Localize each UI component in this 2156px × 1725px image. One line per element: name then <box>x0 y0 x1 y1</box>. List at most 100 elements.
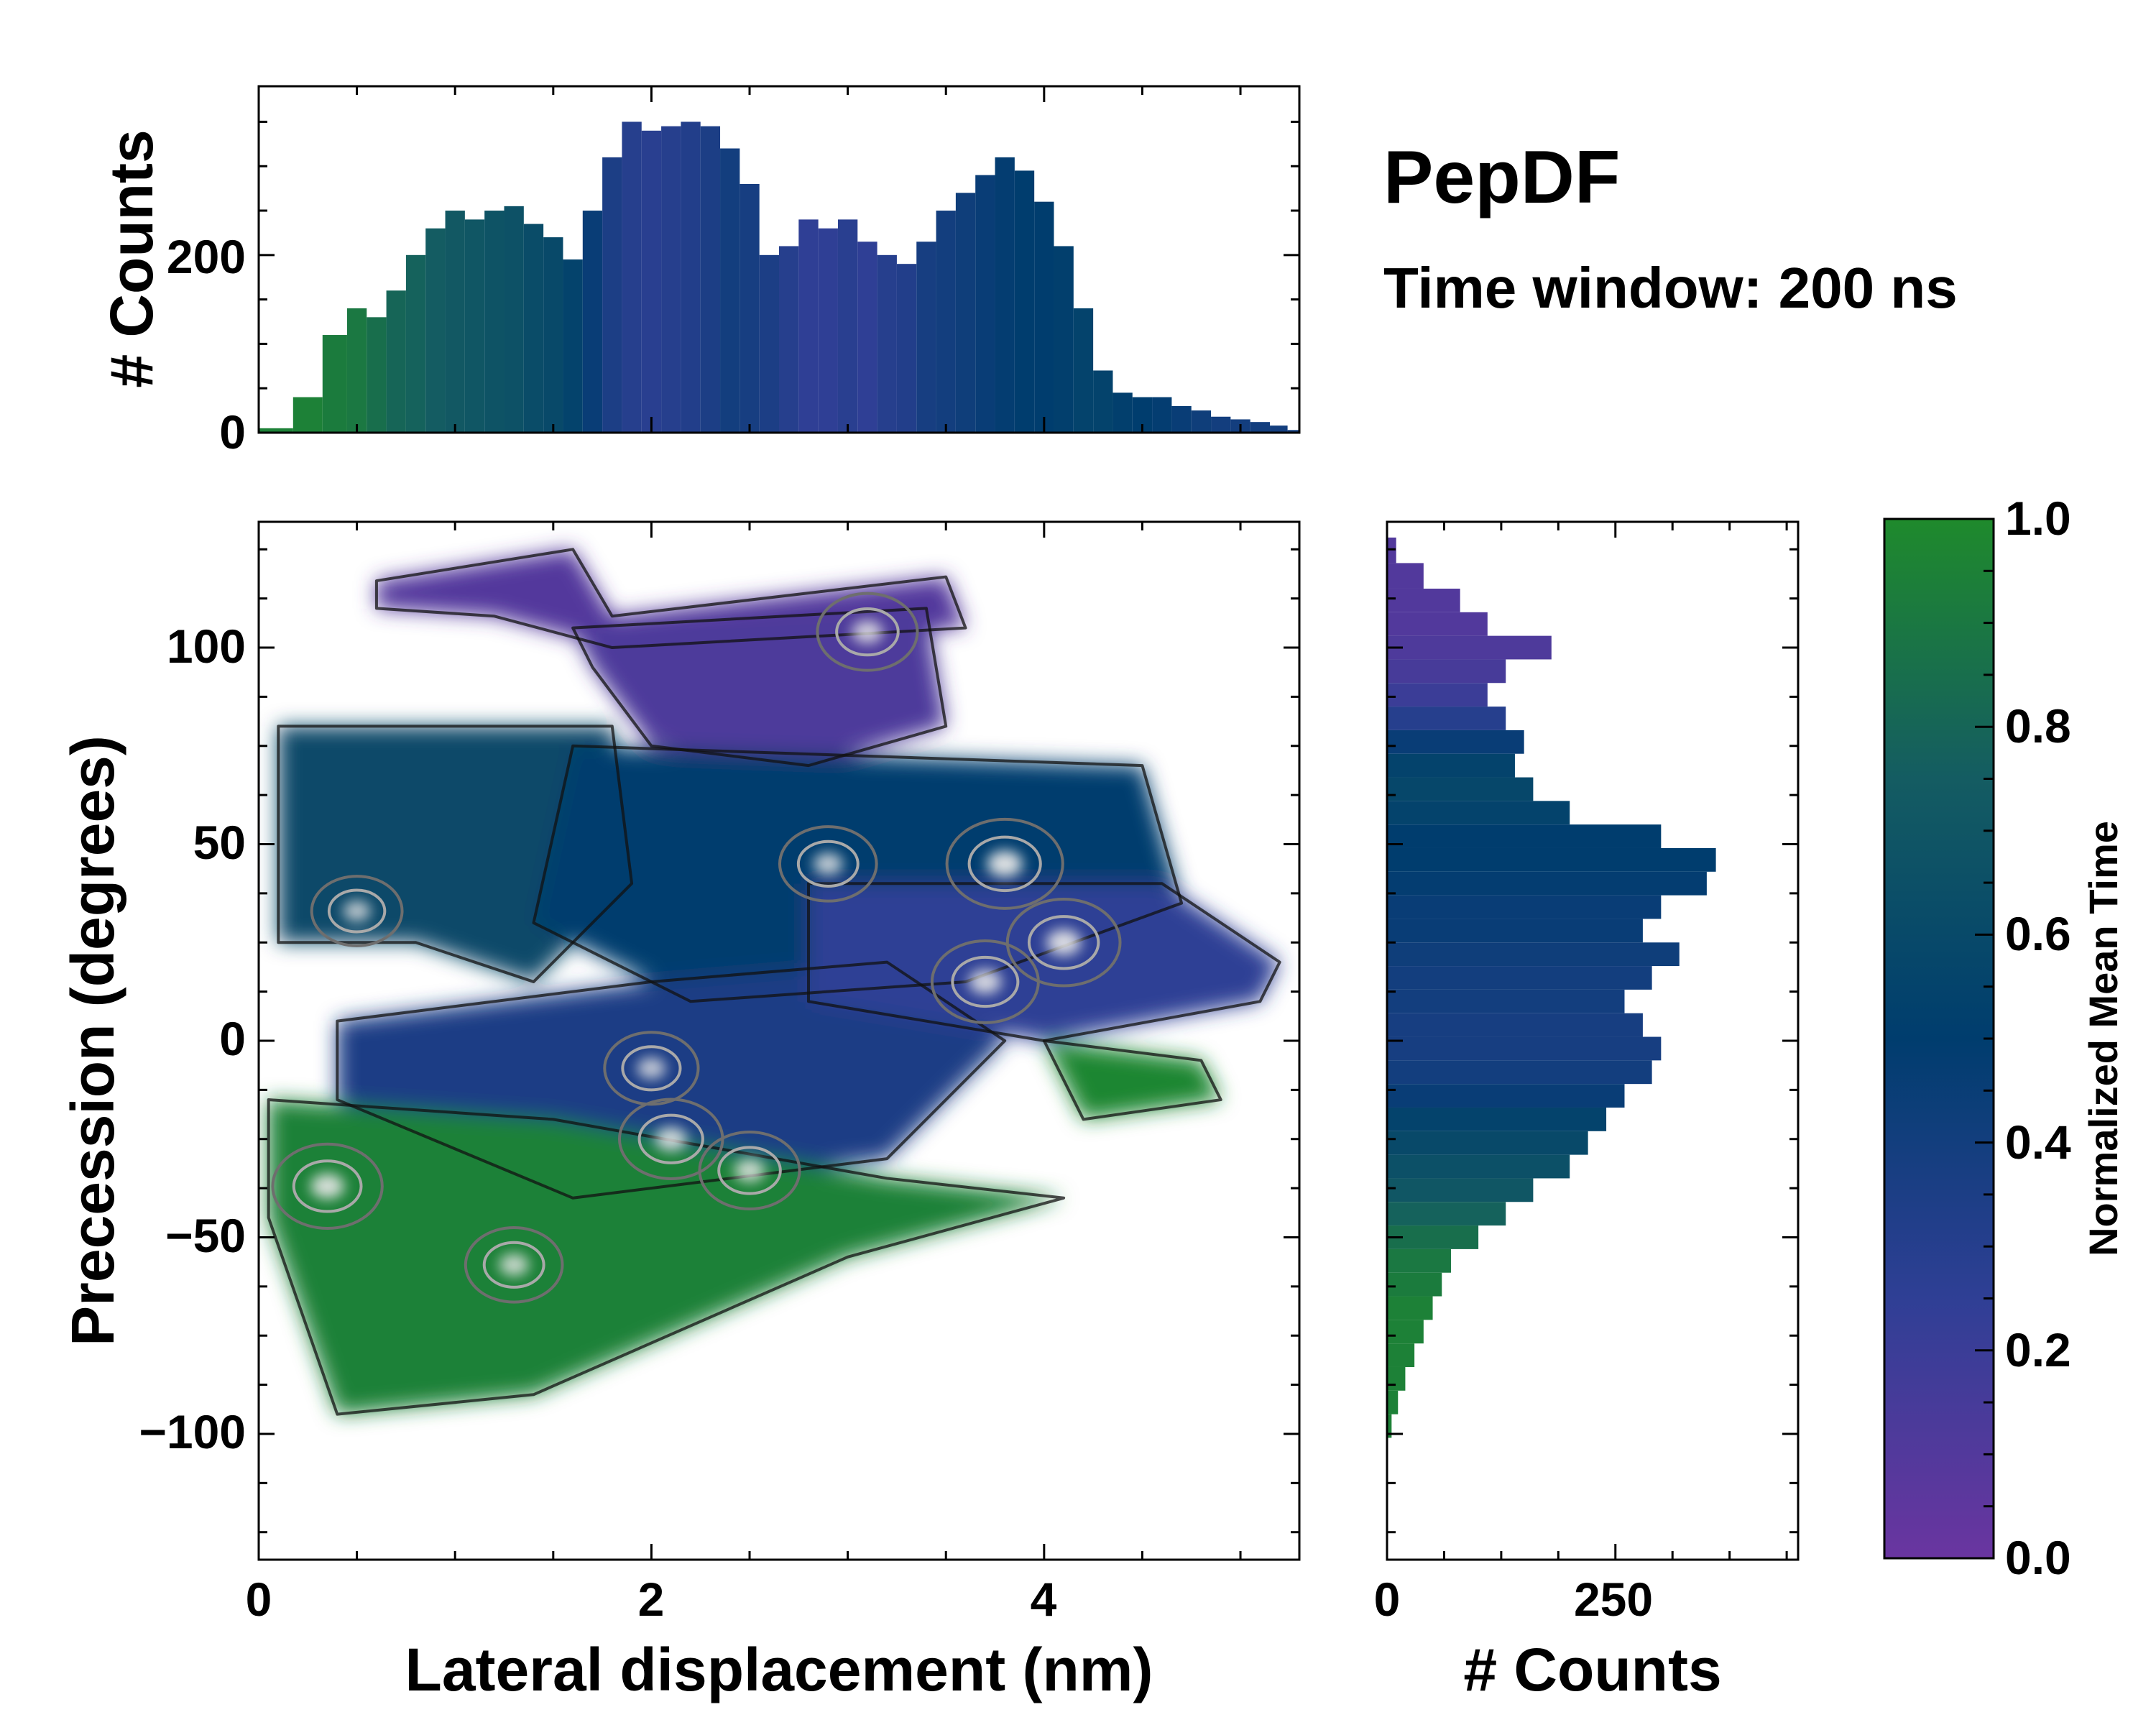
top-histogram-bar <box>346 308 367 433</box>
main-heatmap-ticks <box>257 522 1299 1560</box>
right-histogram-bars <box>1387 537 1716 1438</box>
right-histogram-bar <box>1387 1154 1570 1179</box>
top-histogram-bar <box>464 219 485 433</box>
ytick-label-neg50: −50 <box>165 1209 246 1262</box>
right-histogram-bar <box>1387 1060 1652 1085</box>
heatmap-hotspot-contour <box>621 1045 682 1092</box>
top-histogram-bar <box>367 317 387 433</box>
heatmap-hotspot <box>343 900 371 922</box>
heatmap-hotspot <box>987 850 1023 878</box>
heatmap-regions <box>268 549 1280 1414</box>
top-histogram-bar <box>386 290 406 433</box>
heatmap-hotspot <box>310 1173 345 1199</box>
right-histogram-bar <box>1387 588 1460 612</box>
heatmap-hotspot-contour <box>717 1146 782 1195</box>
heatmap-hotspots <box>271 592 1122 1304</box>
right-histogram-bar <box>1387 1366 1406 1391</box>
heatmap-hotspot-contour <box>698 1131 801 1210</box>
heatmap-region <box>268 1100 1064 1414</box>
right-histogram-bar <box>1387 659 1506 684</box>
right-histogram-bar <box>1387 895 1662 919</box>
right-xtick-label-0: 0 <box>1374 1573 1401 1626</box>
colorbar-tick-label-0.8: 0.8 <box>2005 699 2071 753</box>
top-ytick-label-200: 200 <box>167 230 246 283</box>
right-histogram-bar <box>1387 801 1570 825</box>
top-histogram-bar <box>1211 416 1231 433</box>
top-histogram-bar <box>936 211 956 433</box>
colorbar-tick-label-1.0: 1.0 <box>2005 492 2071 545</box>
top-ytick-label-0: 0 <box>219 405 246 459</box>
right-histogram-bar <box>1387 824 1662 848</box>
right-histogram-bar <box>1387 1131 1588 1155</box>
main-heatmap: 0 2 4 100 50 0 −50 −100 Lateral displace… <box>59 520 1301 1703</box>
top-histogram-bar <box>955 193 976 433</box>
top-histogram-bar <box>405 254 426 433</box>
top-histogram-bar <box>1014 170 1035 433</box>
chart-title: PepDF <box>1383 136 1620 219</box>
heatmap-hotspot <box>969 969 1002 995</box>
top-histogram-bar <box>543 237 563 433</box>
top-histogram-bars <box>259 121 1299 433</box>
right-histogram-bar <box>1387 777 1534 801</box>
right-histogram-bar <box>1387 1248 1451 1273</box>
top-histogram-bar <box>1073 308 1094 433</box>
ytick-label-100: 100 <box>167 620 246 673</box>
top-histogram-bar <box>818 228 838 433</box>
top-histogram-bar <box>425 228 446 433</box>
top-histogram-bar <box>877 254 897 433</box>
top-histogram-bar <box>563 259 583 433</box>
colorbar: 0.0 0.2 0.4 0.6 0.8 1.0 Normalized Mean … <box>1883 492 2126 1584</box>
heatmap-hotspot-contour <box>816 592 919 672</box>
right-histogram-bar <box>1387 1272 1442 1297</box>
right-histogram-bar <box>1387 612 1488 636</box>
ytick-label-0: 0 <box>219 1012 246 1065</box>
heatmap-contour <box>532 744 1184 1003</box>
right-histogram-bar <box>1387 989 1625 1013</box>
right-histogram-bar <box>1387 1178 1534 1202</box>
top-histogram-bar <box>837 219 858 433</box>
top-histogram-bar <box>975 175 995 433</box>
top-histogram-bar <box>259 428 293 433</box>
top-histogram-bar <box>740 183 760 433</box>
top-histogram-bar <box>1152 397 1172 433</box>
colorbar-tick-label-0.0: 0.0 <box>2005 1531 2071 1584</box>
ytick-label-50: 50 <box>193 816 246 869</box>
heatmap-hotspot <box>655 1127 687 1151</box>
heatmap-hotspot-contour <box>796 840 860 888</box>
heatmap-hotspot <box>637 1057 666 1080</box>
right-histogram-xlabel: # Counts <box>1463 1636 1721 1703</box>
right-histogram-bar <box>1387 1414 1392 1438</box>
right-histogram-bar <box>1387 1343 1415 1367</box>
top-histogram-bar <box>1093 370 1113 433</box>
heatmap-region <box>1044 1041 1221 1120</box>
right-histogram-bar <box>1387 1296 1433 1320</box>
top-histogram-bar <box>1034 201 1054 433</box>
right-histogram-bar <box>1387 563 1424 589</box>
right-histogram-bar <box>1387 683 1488 707</box>
heatmap-hotspot-contour <box>292 1159 363 1213</box>
heatmap-contour <box>1042 1039 1222 1121</box>
heatmap-hotspot <box>499 1254 529 1276</box>
heatmap-hotspot <box>852 620 883 644</box>
top-histogram-bar <box>322 335 347 433</box>
top-histogram-bar <box>759 254 779 433</box>
top-histogram-bar <box>1191 410 1212 433</box>
right-histogram-bar <box>1387 635 1552 660</box>
right-xtick-label-250: 250 <box>1574 1573 1653 1626</box>
heatmap-contour <box>571 607 948 768</box>
chart-subtitle: Time window: 200 ns <box>1383 256 1958 320</box>
top-histogram-bar <box>1270 426 1288 433</box>
heatmap-hotspot <box>1046 929 1082 956</box>
xtick-label-2: 2 <box>638 1573 665 1626</box>
right-histogram-bar <box>1387 1036 1662 1061</box>
top-histogram-bar <box>1287 430 1299 433</box>
right-histogram-bar <box>1387 1107 1607 1131</box>
right-histogram-bar <box>1387 871 1707 896</box>
top-histogram-bar <box>857 242 877 433</box>
heatmap-hotspot-contour <box>967 835 1042 893</box>
top-histogram-bar <box>916 242 936 433</box>
colorbar-gradient <box>1884 519 1994 1558</box>
heatmap-hotspot-contour <box>835 607 900 657</box>
heatmap-contours <box>267 548 1281 1416</box>
